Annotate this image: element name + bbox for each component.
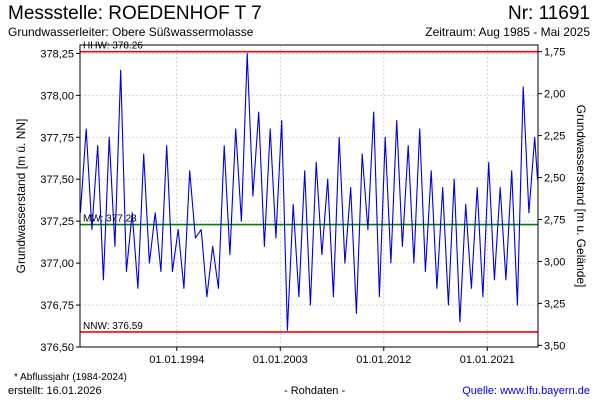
x-tick-label: 01.01.1994 <box>149 354 204 366</box>
period-label: Zeitraum: Aug 1985 - Mai 2025 <box>425 25 590 39</box>
y-tick-label: 378,25 <box>40 48 74 60</box>
y2-tick-label: 3,25 <box>544 298 565 310</box>
highest-water-line-label: HHW: 378.26 <box>83 41 143 52</box>
reference-lines: HHW: 378.26 MW: 377.23 NNW: 376.59 <box>80 41 538 333</box>
mean-water-line-label: MW: 377.23 <box>83 214 137 225</box>
y-axis-title: Grundwasserstand [m ü. NN] <box>14 119 28 274</box>
y2-axis-title: Grundwasserstand [m u. Gelände] <box>574 105 588 288</box>
y-tick-label: 376,75 <box>40 300 74 312</box>
axis-ticks: 376,50 376,75 377,00 377,25 377,50 377,75 378,… <box>40 47 565 366</box>
page-title: Messstelle: ROEDENHOF T 7 <box>8 3 262 24</box>
aquifer-label: Grundwasserleiter: Obere Süßwassermolass… <box>8 25 254 39</box>
grid-lines <box>80 45 538 348</box>
y2-tick-label: 2,00 <box>544 89 565 101</box>
y2-tick-label: 3,50 <box>544 340 565 352</box>
y2-tick-label: 2,25 <box>544 131 565 143</box>
source-link[interactable]: Quelle: www.lfu.bayern.de <box>462 385 590 397</box>
y-tick-label: 377,25 <box>40 216 74 228</box>
plot-frame <box>79 44 539 348</box>
x-tick-label: 01.01.2003 <box>253 354 308 366</box>
y-tick-label: 376,50 <box>40 342 74 354</box>
footnote: * Abflussjahr (1984-2024) <box>14 372 127 383</box>
station-number: Nr: 11691 <box>507 3 590 24</box>
y2-tick-label: 3,00 <box>544 256 565 268</box>
y2-tick-label: 2,75 <box>544 214 565 226</box>
x-tick-label: 01.01.2012 <box>356 354 411 366</box>
rawdata-label: - Rohdaten - <box>284 385 346 397</box>
y-tick-label: 377,00 <box>40 258 74 270</box>
y2-tick-label: 2,50 <box>544 173 565 185</box>
created-date: erstellt: 16.01.2026 <box>8 385 102 397</box>
x-tick-label: 01.01.2021 <box>460 354 515 366</box>
y2-tick-label: 1,75 <box>544 47 565 59</box>
y-tick-label: 377,75 <box>40 132 74 144</box>
y-tick-label: 377,50 <box>40 174 74 186</box>
y-tick-label: 378,00 <box>40 90 74 102</box>
series-line <box>79 52 539 331</box>
lowest-water-line-label: NNW: 376.59 <box>83 321 143 332</box>
